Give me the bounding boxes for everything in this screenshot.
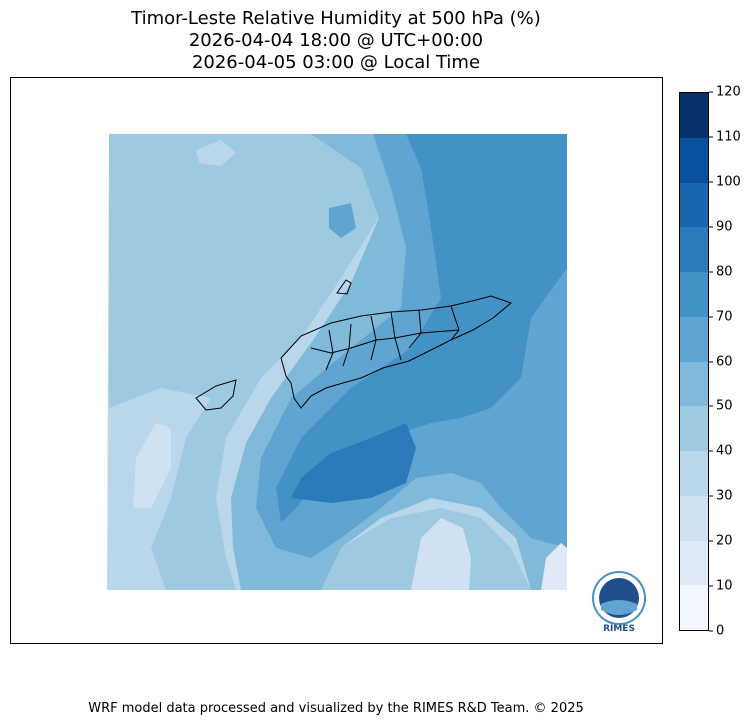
title-line-3: 2026-04-05 03:00 @ Local Time [191,52,481,73]
colorbar-ticks: 0 10 20 30 40 50 60 70 80 90 100 110 120 [709,85,752,639]
colorbar-tick-label: 110 [709,129,741,144]
field-30-40-nw-patch [196,140,236,166]
field-20-30-west [133,423,171,508]
colorbar-tick-label: 80 [709,264,733,279]
colorbar-segment [680,272,708,317]
colorbar-segment [680,361,708,407]
colorbar-segment [680,227,708,272]
colorbar-tick-label: 10 [709,579,733,594]
colorbar-tick-label: 100 [709,174,741,189]
title-line-2: 2026-04-04 18:00 @ UTC+00:00 [188,30,484,51]
colorbar-segment [680,93,708,138]
colorbar-tick-label: 120 [709,85,741,100]
humidity-map [107,134,567,590]
map-title: Timor-Leste Relative Humidity at 500 hPa… [0,8,672,74]
colorbar-segment [680,406,708,451]
map-panel [10,77,663,644]
field-10-20-se [541,543,567,590]
oecusse-enclave [195,379,237,411]
colorbar [679,92,709,631]
colorbar-tick-label: 40 [709,444,733,459]
colorbar-tick-label: 90 [709,219,733,234]
field-80-90 [291,423,416,503]
colorbar-segment [680,585,708,630]
colorbar-tick-label: 20 [709,534,733,549]
atauro-island [336,279,352,295]
colorbar-segment [680,451,708,496]
colorbar-tick-label: 60 [709,354,733,369]
colorbar-segment [680,182,708,228]
timor-leste-boundary [195,279,512,411]
colorbar-segment [680,137,708,183]
district-lines [310,305,460,371]
colorbar-segment [680,540,708,586]
field-40-50 [109,134,391,590]
field-60-70-north [329,203,356,238]
field-70-80 [276,134,567,523]
field-20-30-south [411,518,471,590]
colorbar-segment [680,316,708,362]
colorbar-tick-label: 70 [709,309,733,324]
colorbar-tick-label: 50 [709,399,733,414]
logo-text: RIMES [603,624,635,634]
title-line-1: Timor-Leste Relative Humidity at 500 hPa… [131,8,541,29]
footer-credit: WRF model data processed and visualized … [88,701,584,716]
colorbar-tick-label: 30 [709,489,733,504]
colorbar-segment [680,495,708,541]
rimes-logo: RIMES [592,571,646,634]
colorbar-tick-label: 0 [709,624,724,639]
